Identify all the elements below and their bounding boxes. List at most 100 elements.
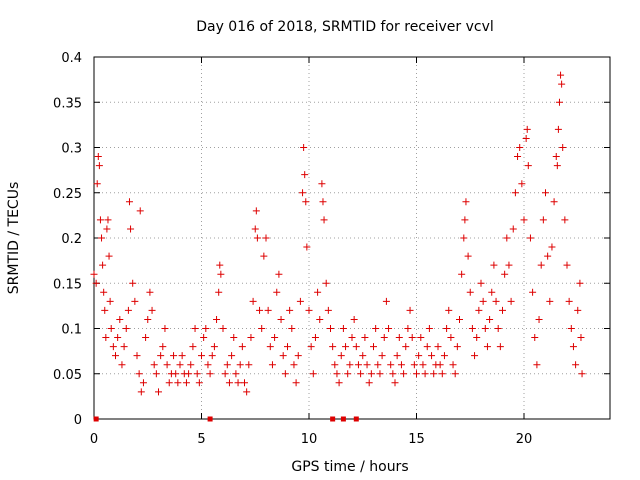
data-point: [101, 306, 109, 314]
y-tick-label: 0.3: [61, 142, 82, 157]
data-point: [275, 270, 283, 278]
data-point: [539, 216, 547, 224]
data-point: [367, 370, 375, 378]
data-point: [264, 306, 272, 314]
data-point: [157, 352, 165, 360]
y-tick-label: 0.35: [53, 96, 82, 111]
data-point: [486, 315, 494, 323]
data-point: [324, 306, 332, 314]
data-point: [281, 370, 289, 378]
data-point: [440, 352, 448, 360]
data-point: [552, 153, 560, 161]
data-point: [361, 334, 369, 342]
data-point: [558, 80, 566, 88]
data-point: [462, 198, 470, 206]
data-point: [249, 297, 257, 305]
data-point: [217, 270, 225, 278]
data-point: [96, 216, 104, 224]
data-point: [234, 379, 242, 387]
data-point: [372, 325, 380, 332]
data-point: [391, 379, 399, 387]
data-point: [155, 388, 162, 396]
data-point: [537, 261, 545, 269]
data-point: [357, 370, 365, 378]
data-point: [421, 370, 429, 378]
data-point: [273, 288, 281, 296]
data-point: [165, 379, 173, 387]
data-point: [406, 306, 414, 314]
data-point: [90, 270, 98, 278]
data-point: [346, 361, 354, 369]
data-point: [436, 361, 444, 369]
data-point: [468, 325, 476, 332]
data-point: [354, 361, 362, 369]
data-point: [363, 361, 371, 369]
data-point: [172, 370, 180, 378]
data-point: [443, 325, 451, 332]
data-point: [316, 315, 324, 323]
data-point: [494, 325, 502, 332]
data-point: [105, 252, 113, 260]
data-point: [417, 334, 425, 342]
data-point: [271, 334, 279, 342]
data-point: [135, 370, 143, 378]
data-point: [331, 361, 339, 369]
data-point: [464, 252, 472, 260]
data-point: [148, 306, 156, 314]
data-point: [449, 361, 457, 369]
data-point: [382, 297, 390, 305]
data-point: [245, 361, 253, 369]
data-point: [129, 279, 137, 287]
data-point: [460, 234, 468, 242]
data-point: [251, 225, 259, 233]
data-point: [490, 261, 498, 269]
data-point: [93, 416, 99, 422]
data-point: [210, 343, 218, 351]
data-point: [228, 352, 236, 360]
data-point: [247, 334, 255, 342]
data-point: [548, 243, 556, 251]
data-point: [380, 334, 388, 342]
data-point: [466, 288, 474, 296]
data-point: [288, 325, 296, 332]
data-point: [95, 162, 103, 170]
data-point: [112, 352, 119, 360]
data-point: [302, 198, 310, 206]
data-point: [102, 334, 110, 342]
data-point: [499, 306, 506, 314]
data-point: [206, 370, 214, 378]
data-point: [103, 225, 111, 233]
data-point: [408, 334, 416, 342]
data-point: [118, 361, 126, 369]
data-point: [106, 297, 114, 305]
data-point: [286, 306, 294, 314]
data-point: [189, 343, 197, 351]
data-point: [529, 288, 537, 296]
data-point: [477, 279, 485, 287]
axis-ticks: 0 5 10 15 20 0 0.05 0.1 0.15 0.2 0.25 0.3 0.35 0.4: [53, 51, 610, 447]
data-point: [473, 334, 481, 342]
data-point: [309, 370, 317, 378]
data-point: [137, 388, 145, 396]
data-point: [144, 315, 152, 323]
data-point: [365, 379, 373, 387]
data-point: [131, 297, 139, 305]
data-point: [553, 162, 561, 170]
data-point: [266, 343, 274, 351]
data-point: [94, 153, 102, 161]
data-point: [170, 352, 178, 360]
data-point: [253, 234, 261, 242]
data-point: [509, 225, 517, 233]
y-tick-label: 0.1: [61, 323, 82, 338]
data-point: [256, 306, 264, 314]
data-point: [116, 315, 124, 323]
data-point: [333, 370, 341, 378]
data-point: [451, 370, 459, 378]
data-point: [576, 279, 584, 287]
data-point: [339, 325, 347, 332]
data-point: [434, 343, 442, 351]
data-point: [120, 343, 128, 351]
data-point: [329, 343, 337, 351]
data-point: [182, 379, 190, 387]
